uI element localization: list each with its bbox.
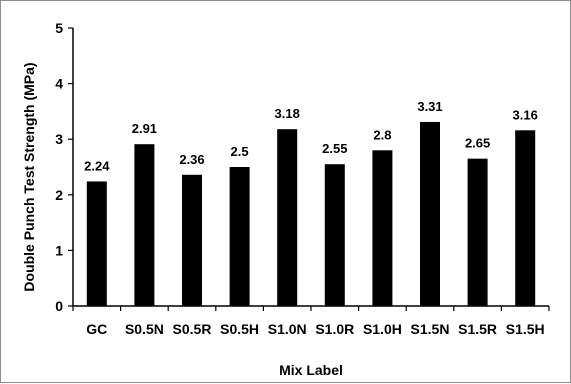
y-tick-label: 5 (55, 20, 63, 36)
x-tick-label: S1.5R (458, 321, 497, 337)
data-label: 2.8 (373, 127, 391, 142)
data-label: 3.31 (417, 99, 442, 114)
y-tick-label: 2 (55, 187, 63, 203)
x-tick-label: S0.5H (220, 321, 259, 337)
x-tick-label: S1.0N (268, 321, 307, 337)
x-tick-label: S1.5N (411, 321, 450, 337)
data-label: 3.18 (275, 106, 300, 121)
data-label: 2.55 (322, 141, 347, 156)
y-tick-label: 1 (55, 242, 63, 258)
y-tick-label: 3 (55, 131, 63, 147)
data-labels: 2.24 2.91 2.36 2.5 3.18 2.55 2.8 3.31 2.65 3.16 (84, 99, 538, 173)
y-tick-label: 4 (55, 76, 63, 92)
x-axis-title: Mix Label (279, 362, 343, 378)
bar (324, 164, 345, 306)
y-tick-label: 0 (55, 298, 63, 314)
bar (182, 174, 202, 306)
x-tick-label: S1.5H (506, 321, 545, 337)
y-axis-title: Double Punch Test Strength (MPa) (21, 62, 37, 291)
x-tick-label: S1.0H (363, 321, 402, 337)
x-tick-label: GC (86, 321, 107, 337)
data-label: 3.16 (513, 107, 538, 122)
y-axis: 0 1 2 3 4 5 (55, 20, 74, 314)
x-axis: GC S0.5N S0.5R S0.5H S1.0N S1.0R S1.0H S1.5N S1.… (72, 305, 550, 337)
data-label: 2.24 (84, 158, 110, 173)
bar (467, 158, 488, 306)
bar (515, 130, 536, 306)
x-tick-label: S1.0R (315, 321, 354, 337)
x-tick-label: S0.5R (173, 321, 212, 337)
bar (229, 167, 250, 306)
bar (134, 144, 155, 306)
bars (86, 121, 536, 307)
data-label: 2.36 (179, 152, 204, 167)
bar (86, 181, 107, 306)
x-tick-label: S0.5N (125, 321, 164, 337)
data-label: 2.65 (465, 136, 490, 151)
data-label: 2.91 (132, 121, 157, 136)
bar (277, 129, 298, 306)
bar (420, 121, 440, 307)
data-label: 2.5 (231, 144, 249, 159)
bar (372, 150, 393, 306)
